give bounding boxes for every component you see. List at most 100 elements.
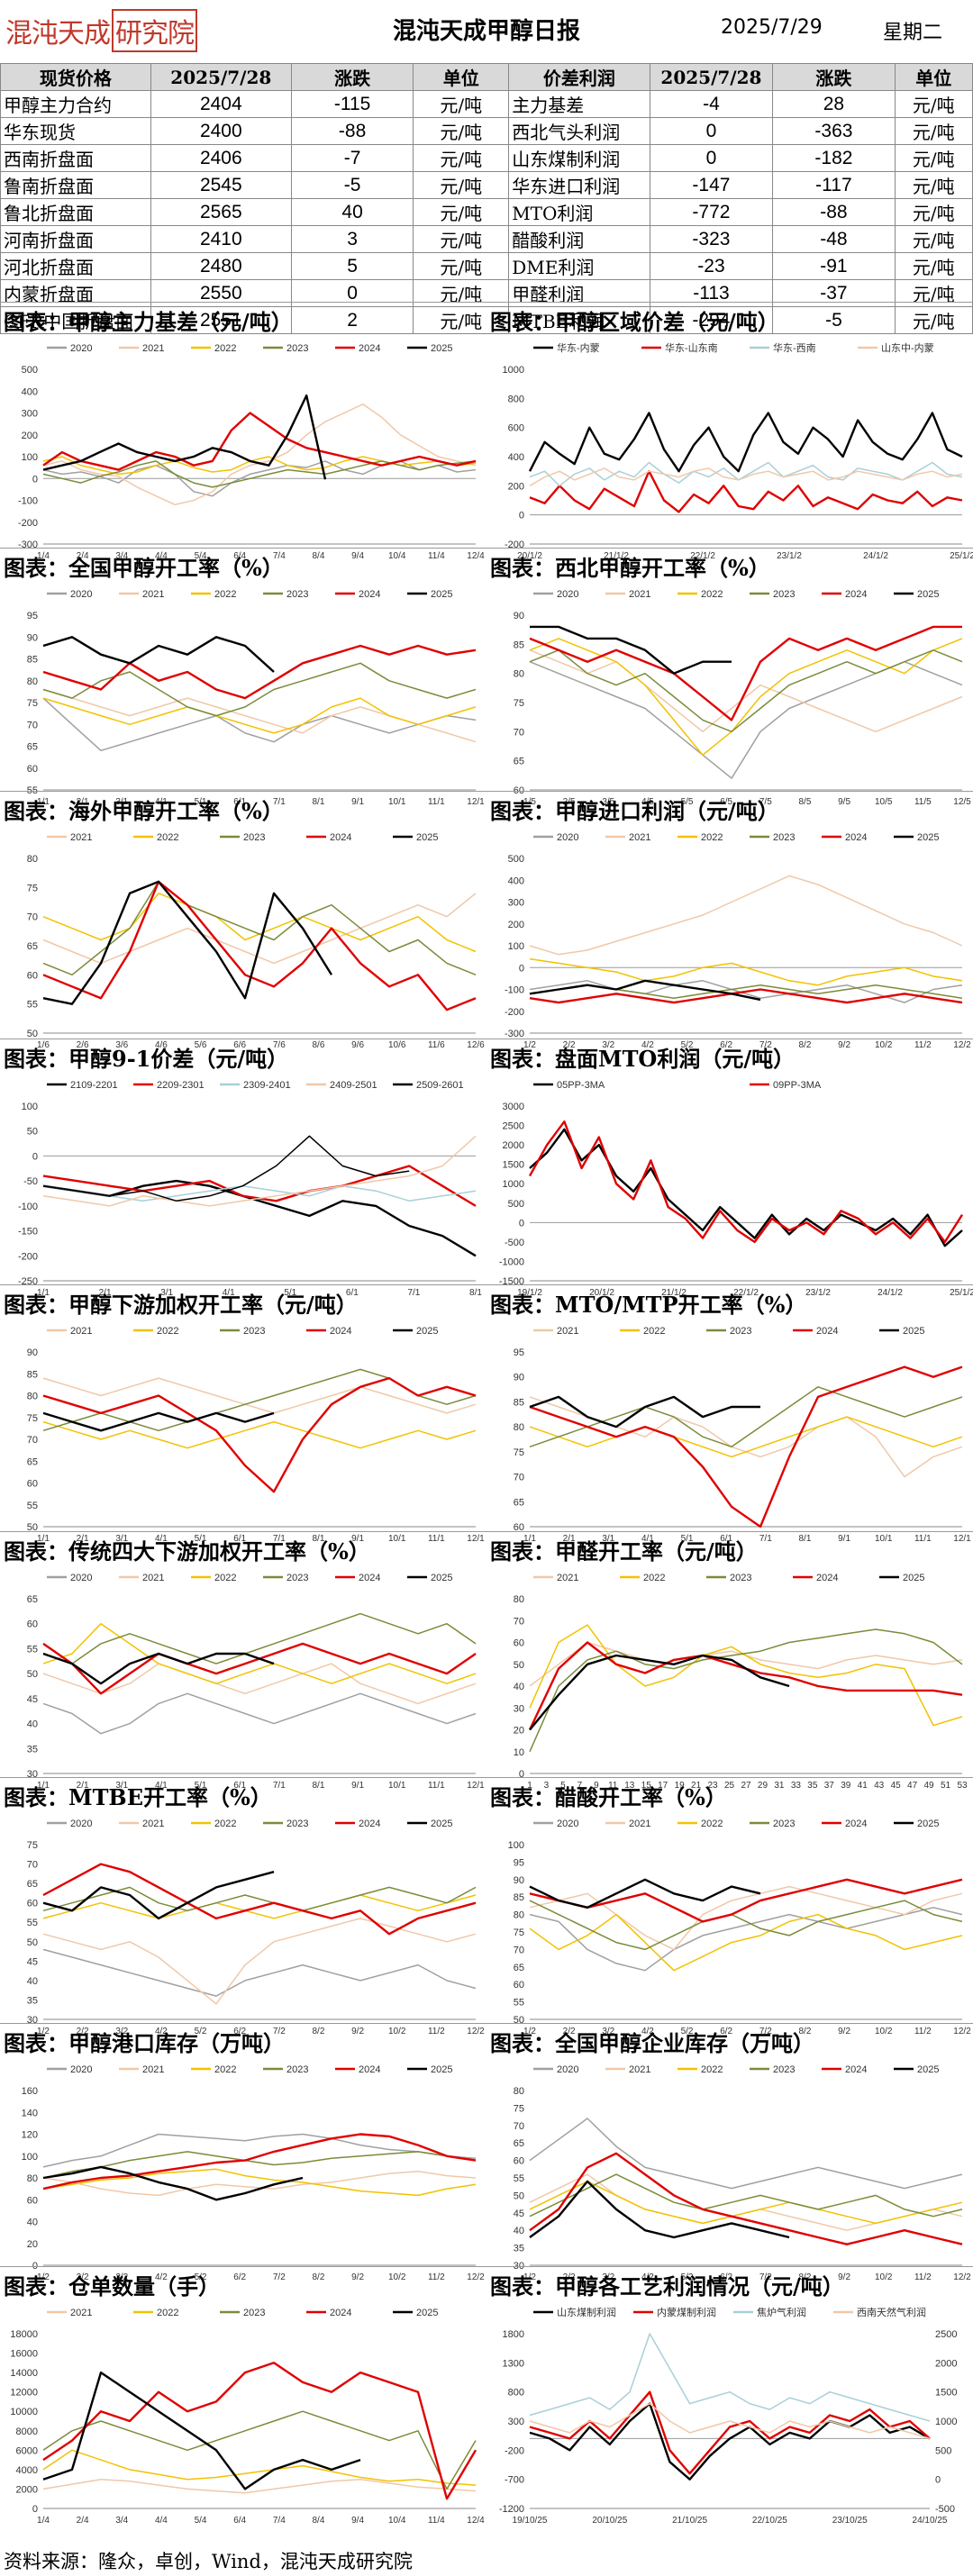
x-tick-label: 4/1 [155,1781,168,1791]
x-tick-label: 5/2 [681,2027,694,2036]
logo-box-text: 研究院 [112,9,197,52]
table-cell: -91 [772,252,896,280]
x-tick-label: 4/2 [155,2272,168,2282]
x-tick-label: 2/2 [563,1040,576,1050]
legend-label: 2024 [359,343,380,354]
y-tick-label: 50 [27,1937,38,1948]
y-tick-label: 16000 [10,2349,38,2360]
legend-label: 2024 [845,1819,867,1829]
y-tick-label: 35 [27,1744,38,1755]
series-line-2021 [529,649,963,733]
x-tick-label: 11/4 [428,551,445,561]
x-tick-label: 8/4 [313,2516,325,2526]
series-line-2025 [42,2371,361,2490]
y2-tick-label: -500 [935,2504,955,2515]
y-tick-label: 500 [22,365,38,376]
chart-c16: 2020 2021 2022 2023 2024 2025 30 35 40 45 50 55 60 65… [486,2056,973,2292]
table-cell: -23 [649,252,774,280]
x-tick-label: 7/5 [759,797,772,807]
y-tick-label: 60 [27,1479,38,1490]
x-tick-label: 6/4 [233,551,246,561]
y-tick-label: 50 [27,1029,38,1039]
table-cell: 2550 [150,279,292,307]
series-line-2023 [42,460,477,488]
y-tick-label: -150 [18,1227,38,1238]
table-header-cell: 2025/7/28 [649,63,774,91]
chart-title: 图表：甲醇区域价差（元/吨） [490,309,779,335]
x-tick-label: 2/1 [563,1534,576,1544]
x-tick-label: 11/2 [914,2272,932,2282]
x-tick-label: 8/1 [469,1288,482,1298]
y-tick-label: 85 [27,655,38,666]
legend-label: 2022 [214,343,236,354]
x-tick-label: 10/2 [875,2272,893,2282]
legend-label: 2021 [142,1819,164,1829]
series-line-2409-2501 [42,1135,477,1207]
legend-label: 2022 [214,1573,236,1583]
x-tick-label: 8/2 [799,2027,812,2036]
y-tick-label: 400 [508,452,524,463]
chart-c12: 2021 2022 2023 2024 2025 0 10 20 30 40 50 60 70 80 1 3 5… [486,1565,973,1800]
x-tick-label: 9/1 [838,1534,850,1544]
series-line-2023 [42,2151,477,2179]
y-tick-label: -1200 [499,2504,524,2515]
legend-label: 2020 [557,832,578,843]
table-cell: 元/吨 [894,90,973,118]
x-tick-label: 4/6 [155,1040,168,1050]
y-tick-label: 80 [514,1594,524,1605]
y-tick-label: 70 [27,1435,38,1446]
y-tick-label: 65 [27,1879,38,1890]
x-tick-label: 7/2 [759,2027,772,2036]
x-tick-label: 9/4 [351,551,364,561]
series-line-2025 [42,880,333,1005]
y-tick-label: -700 [505,2475,524,2486]
series-line-2025 [529,2180,790,2239]
y-tick-label: 70 [514,1616,524,1627]
x-tick-label: 23/10/25 [832,2516,868,2526]
chart-title: 图表：甲醇各工艺利润情况（元/吨） [490,2273,844,2299]
table-cell: 元/吨 [413,279,510,307]
table-cell: 元/吨 [413,144,510,172]
y-tick-label: 75 [27,1413,38,1424]
x-tick-label: 1/6 [37,1040,50,1050]
table-cell: 2551 [150,306,292,334]
series-line-2025 [529,1878,761,1909]
legend-label: 2020 [557,1819,578,1829]
y-tick-label: 400 [508,875,524,886]
legend-label: 2025 [917,832,939,843]
chart-svg: 山东煤制利润 内蒙煤制利润 焦炉气利润 西南天然气利润 -1200 -700 -200 300… [499,2306,958,2526]
series-line-2023 [42,2410,477,2490]
x-tick-label: 7/2 [273,2027,286,2036]
x-tick-label: 1/2 [523,1040,536,1050]
table-header-cell: 现货价格 [0,63,151,91]
x-tick-label: 1/2 [523,2027,536,2036]
table-cell: 2400 [150,117,292,145]
table-cell: 鲁北折盘面 [0,198,151,226]
table-cell: DME利润 [508,252,650,280]
x-tick-label: 12/2 [953,1040,971,1050]
legend-label: 2021 [70,1326,92,1337]
table-cell: -4 [649,90,774,118]
table-cell: 华东进口利润 [508,171,650,199]
table-cell: MTO利润 [508,198,650,226]
y-tick-label: -100 [18,1202,38,1212]
x-tick-label: 29 [758,1781,768,1791]
y-tick-label: 60 [27,1899,38,1909]
table-row: 河北折盘面 2480 5 元/吨 DME利润 -23 -91 元/吨 [0,252,973,280]
y-tick-label: 4000 [16,2465,38,2476]
table-header-cell: 单位 [894,63,973,91]
x-tick-label: 1/4 [37,2516,50,2526]
series-line-2020 [42,460,477,497]
x-tick-label: 4/2 [641,2272,654,2282]
legend-label: 2022 [701,832,723,843]
table-cell: -88 [772,198,896,226]
x-tick-label: 21/1/2 [661,1288,687,1298]
y-tick-label: 80 [514,1422,524,1433]
y-tick-label: -200 [505,2445,524,2456]
x-tick-label: 11/5 [914,797,932,807]
chart-svg: 2021 2022 2023 2024 2025 0 2000 4000 6000 8000 100… [10,2308,485,2526]
y-tick-label: 85 [514,1397,524,1408]
x-tick-label: 6/2 [233,2272,246,2282]
x-tick-label: 6/1 [720,1534,732,1544]
x-tick-label: 7/2 [759,1040,772,1050]
